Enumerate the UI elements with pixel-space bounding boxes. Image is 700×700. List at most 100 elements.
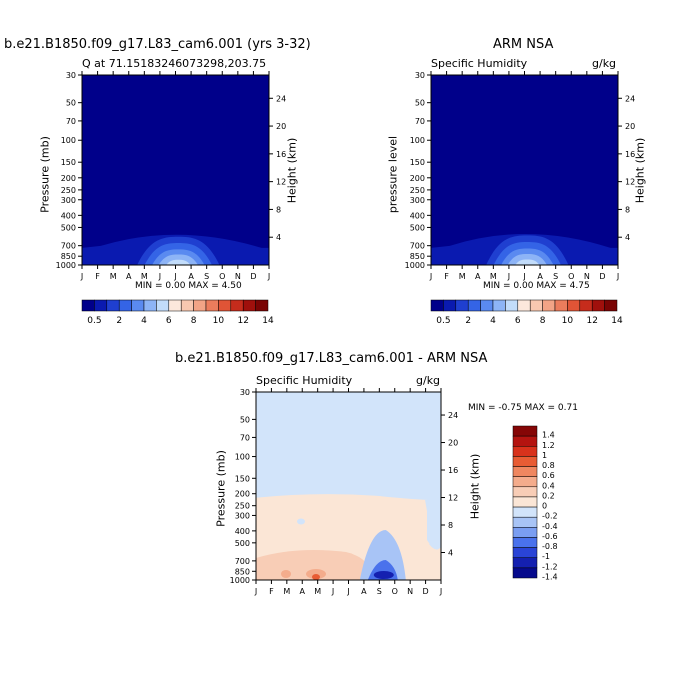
panel3-colorbar-box: [512, 446, 538, 457]
panel1-colorbar-label: 2: [116, 316, 122, 326]
panel2-xtick-label: J: [616, 272, 619, 281]
panel2-htick-label: 4: [625, 233, 630, 242]
panel3-title: b.e21.B1850.f09_g17.L83_cam6.001 - ARM N…: [175, 351, 488, 366]
panel3-colorbar-label: 1.2: [542, 441, 555, 450]
panel2-field-level-5: [515, 259, 540, 265]
panel2-htick-label: 8: [625, 205, 630, 214]
panel1-htick-label: 24: [276, 94, 286, 103]
panel1-xtick-label: M: [141, 272, 148, 281]
panel1-xtick-label: D: [250, 272, 256, 281]
panel3-minmax: MIN = -0.75 MAX = 0.71: [468, 403, 578, 413]
panel3-xtick-label: M: [283, 587, 290, 596]
panel3-htick-label: 8: [448, 521, 453, 530]
panel1-xtick-label: J: [80, 272, 83, 281]
panel2-colorbar-label: 6: [515, 316, 521, 326]
panel3-xtick-label: D: [422, 587, 428, 596]
panel3-colorbar-box: [512, 466, 538, 477]
panel3-colorbar-label: -1.2: [542, 562, 558, 571]
panel2-colorbar-box: [604, 299, 618, 312]
panel1-xtick-label: J: [173, 272, 176, 281]
panel1-colorbar-label: 0.5: [87, 316, 101, 326]
panel3-colorbar-box: [512, 516, 538, 528]
panel1-xtick-label: J: [158, 272, 161, 281]
panel2-ytick-label: 100: [410, 136, 425, 145]
panel3-colorbar-box: [512, 496, 538, 508]
panel2-htick-label: 24: [625, 94, 635, 103]
panel3-colorbar-label: 0.2: [542, 491, 555, 500]
panel3-xtick-label: J: [346, 587, 349, 596]
panel1-htick-label: 8: [276, 205, 281, 214]
panel1-xtick-label: A: [126, 272, 132, 281]
panel3-colorbar-label: 0.4: [542, 481, 555, 490]
panel3-field-pos4: [312, 574, 320, 580]
panel3-xtick-label: N: [407, 587, 413, 596]
panel2-field-level-4: [507, 254, 547, 265]
panel2-htick-label: 16: [625, 150, 635, 159]
panel2-ytick-label: 1000: [405, 261, 425, 270]
panel3-colorbar-box: [512, 567, 538, 579]
panel1-ytick-label: 50: [66, 99, 76, 108]
panel2-right-label: g/kg: [592, 57, 617, 70]
panel3-ytick-label: 100: [235, 453, 250, 462]
panel3-ytick-label: 1000: [230, 576, 250, 585]
panel2-ytick-label: 300: [410, 196, 425, 205]
panel2-minmax: MIN = 0.00 MAX = 4.75: [483, 281, 590, 291]
panel3-colorbar-label: 0.8: [542, 461, 555, 470]
panel1-ytick-label: 250: [61, 186, 76, 195]
panel3-colorbar-label: 0.6: [542, 471, 555, 480]
panel3-left-label: Specific Humidity: [256, 374, 353, 387]
panel2-colorbar-label: 8: [540, 316, 546, 326]
panel2-ytick-label: 50: [415, 99, 425, 108]
panel3-right-label: g/kg: [416, 374, 441, 387]
panel3-field-pos2b: [343, 553, 355, 563]
panel2-ytick-label: 30: [415, 71, 425, 80]
panel3-ytick-label: 300: [235, 511, 250, 520]
panel1-xtick-label: F: [95, 272, 100, 281]
panel3-xtick-label: J: [439, 587, 442, 596]
panel2-ytick-label: 850: [410, 252, 425, 261]
panel3-ytick-label: 700: [235, 557, 250, 566]
panel3-xtick-label: F: [269, 587, 274, 596]
panel2-ytick-label: 250: [410, 186, 425, 195]
panel3-xtick-label: O: [392, 587, 398, 596]
panel2-xtick-label: F: [444, 272, 449, 281]
panel1-title: b.e21.B1850.f09_g17.L83_cam6.001 (yrs 3-…: [4, 37, 311, 52]
panel2-colorbar-label: 4: [490, 316, 496, 326]
panel3-colorbar-label: 1: [542, 451, 547, 460]
panel3-xtick-label: A: [361, 587, 367, 596]
panel3-xtick-label: S: [377, 587, 382, 596]
panel3-xtick-label: M: [314, 587, 321, 596]
panel2-ytick-label: 700: [410, 242, 425, 251]
panel3-htick-label: 12: [448, 494, 458, 503]
panel2-colorbar-label: 12: [586, 316, 597, 326]
panel2-colorbar-label: 10: [562, 316, 574, 326]
panel1-xtick-label: O: [219, 272, 225, 281]
panel2-ytick-label: 400: [410, 211, 425, 220]
panel1-ytick-label: 850: [61, 252, 76, 261]
panel2-xtick-label: D: [599, 272, 605, 281]
panel2-field-bg: [431, 75, 618, 265]
panel3-xtick-label: J: [254, 587, 257, 596]
panel2-xtick-label: N: [584, 272, 590, 281]
panel1-ytick-label: 1000: [56, 261, 76, 270]
panel1-ytick-label: 70: [66, 117, 76, 126]
panel2-xtick-label: M: [490, 272, 497, 281]
panel3-xtick-label: A: [300, 587, 306, 596]
panel3-htick-label: 4: [448, 549, 453, 558]
panel3-colorbar-box: [512, 537, 538, 548]
panel2-xtick-label: J: [429, 272, 432, 281]
panel2-xtick-label: J: [522, 272, 525, 281]
panel3-colorbar-label: -1.4: [542, 573, 558, 582]
panel1-colorbar-label: 4: [141, 316, 147, 326]
panel1-colorbar-box: [255, 299, 269, 312]
panel1-ytick-label: 700: [61, 242, 76, 251]
panel3-ytick-label: 150: [235, 474, 250, 483]
panel1-xtick-label: N: [235, 272, 241, 281]
panel3-field-neg-spot: [297, 518, 305, 525]
panel2-xtick-label: J: [507, 272, 510, 281]
panel2-ytick-label: 70: [415, 117, 425, 126]
panel1-htick-label: 16: [276, 150, 286, 159]
panel1-colorbar-label: 6: [166, 316, 172, 326]
